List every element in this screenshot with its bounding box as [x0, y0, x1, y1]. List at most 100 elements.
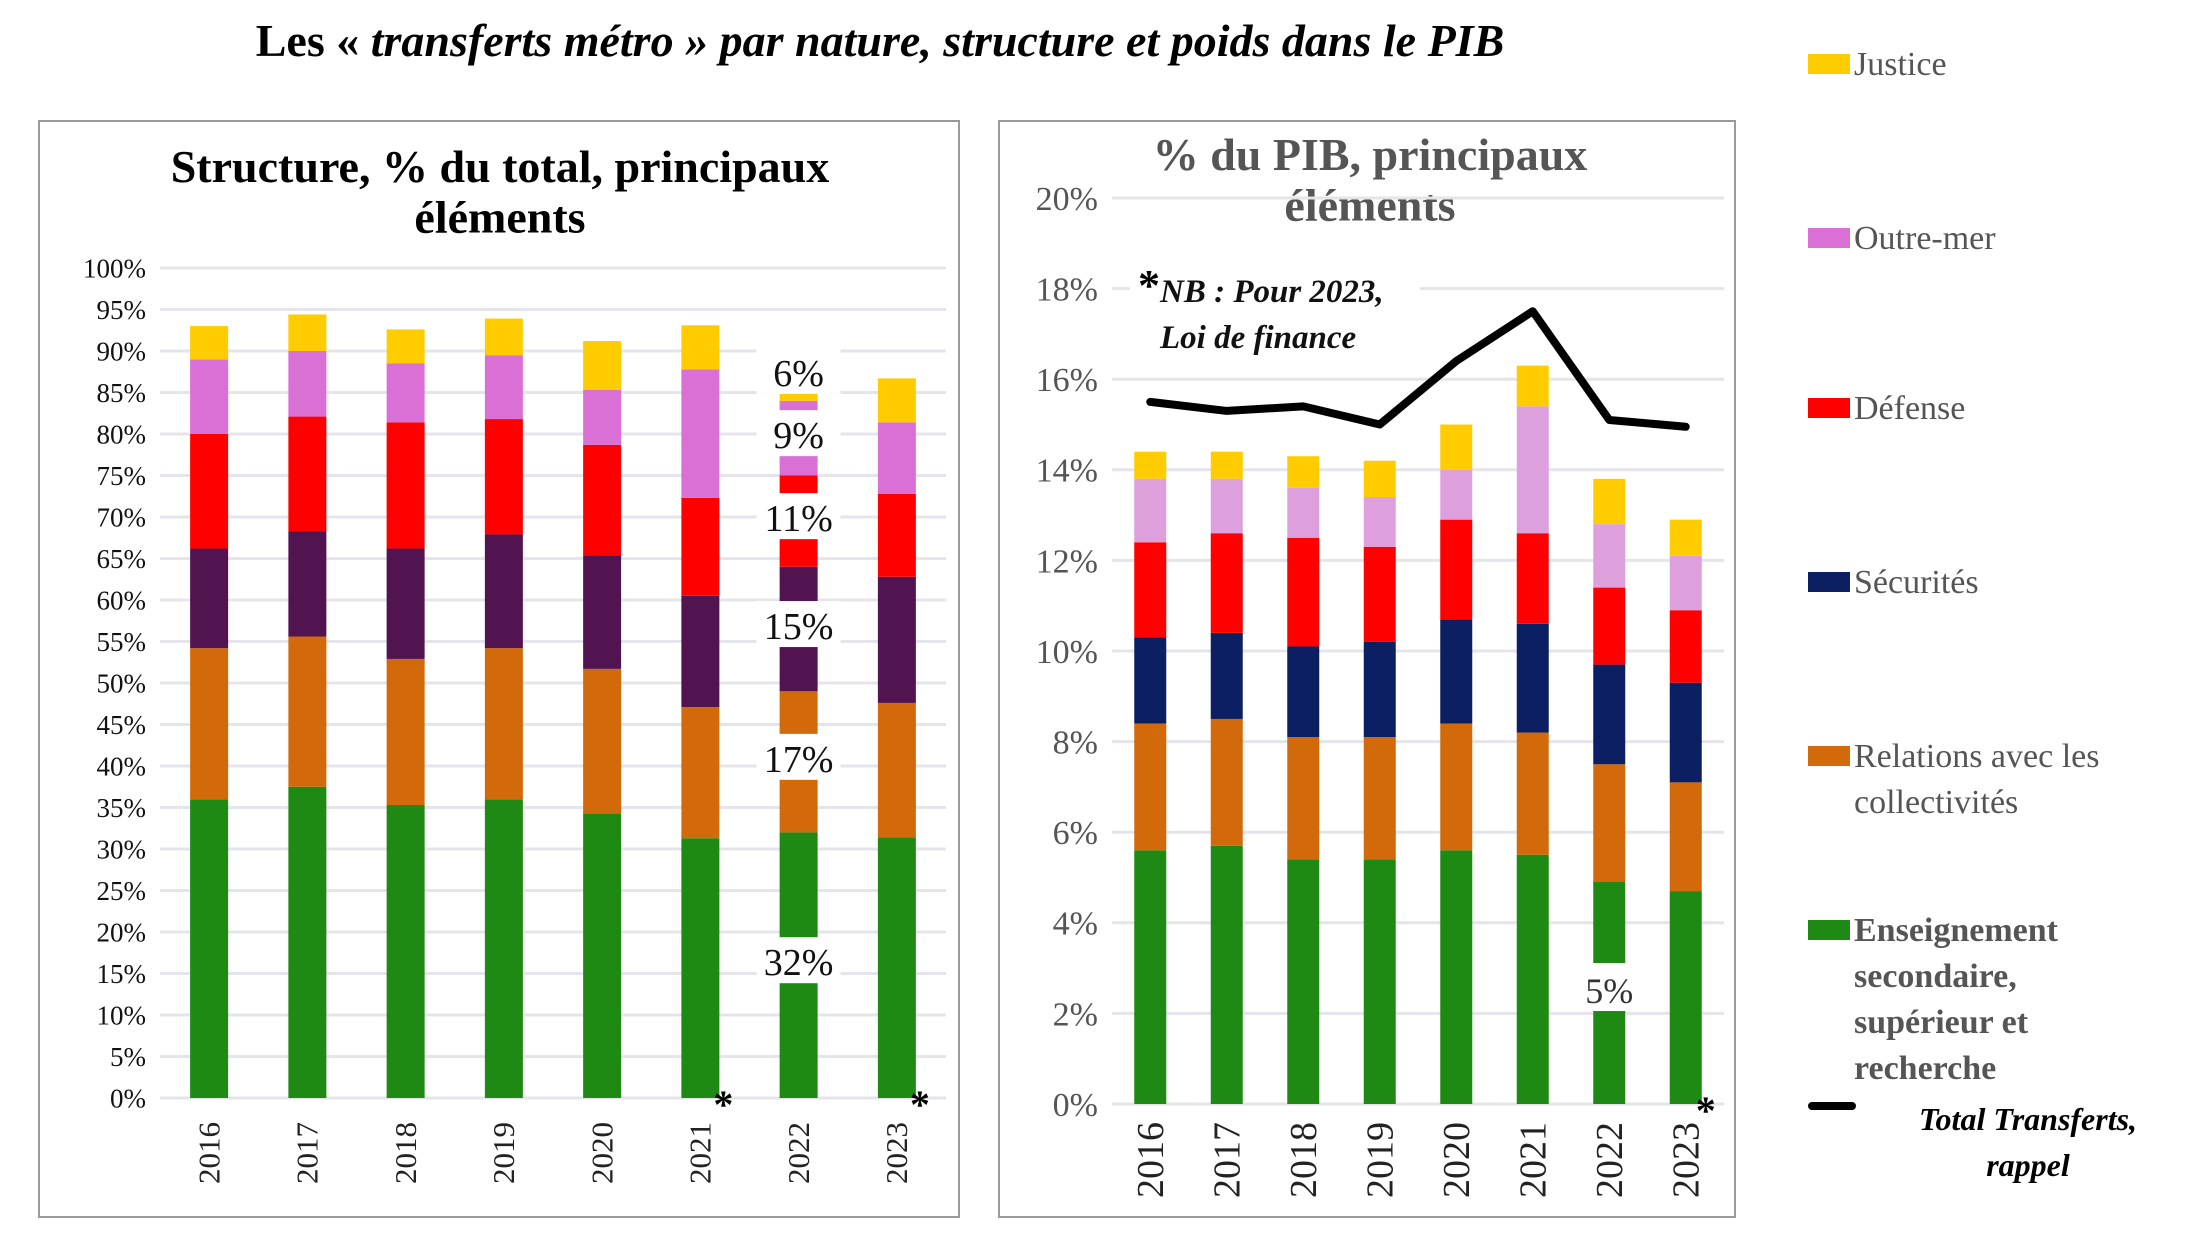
y-tick-label: 60%	[97, 585, 147, 615]
y-tick-label: 15%	[97, 959, 147, 989]
bar-segment	[1134, 850, 1167, 1104]
chart-title-line2: éléments	[414, 192, 585, 243]
y-tick-label: 2%	[1053, 996, 1098, 1033]
legend-swatch-relations	[1808, 746, 1850, 766]
legend-item-defense: Défense	[1808, 386, 1965, 432]
title-suffix: » par nature, structure et poids dans le…	[685, 15, 1505, 66]
bar-segment	[1287, 859, 1320, 1104]
legend-label-justice: Justice	[1854, 46, 1947, 83]
bar-segment	[386, 548, 425, 659]
bar-segment	[190, 359, 229, 434]
bar-segment	[1287, 537, 1320, 647]
bar-segment	[1593, 587, 1626, 665]
y-tick-label: 18%	[1036, 272, 1098, 309]
y-tick-label: 6%	[1053, 815, 1098, 852]
bar-segment	[190, 648, 229, 800]
y-tick-label: 95%	[97, 295, 147, 325]
y-tick-label: 50%	[97, 668, 147, 698]
bar-segment	[1516, 732, 1549, 855]
y-tick-label: 10%	[97, 1000, 147, 1030]
x-tick-label: 2017	[290, 1122, 325, 1184]
legend-label-defense: Défense	[1854, 390, 1966, 427]
legend-label-relations: Relations avec les collectivités	[1854, 738, 2100, 821]
legend-swatch-enseignement	[1808, 920, 1850, 940]
bar-segment	[288, 351, 327, 417]
bar-segment	[1287, 456, 1320, 488]
x-tick-label: 2018	[388, 1122, 423, 1184]
y-tick-label: 85%	[97, 378, 147, 408]
bar-segment	[1287, 487, 1320, 538]
bar-segment	[288, 786, 327, 1098]
y-tick-label: 5%	[110, 1042, 146, 1072]
bar-segment	[1363, 737, 1396, 860]
bar-segment	[1210, 632, 1243, 719]
bar-segment	[288, 531, 327, 637]
bar-segment	[386, 363, 425, 423]
bar-segment	[1210, 845, 1243, 1104]
bar-segment	[484, 355, 523, 420]
y-tick-label: 8%	[1053, 725, 1098, 762]
legend-label-total: Total Transferts, rappel	[1918, 1101, 2138, 1183]
y-tick-label: 70%	[97, 502, 147, 532]
bar-segment	[1287, 646, 1320, 738]
data-label-bg	[756, 493, 841, 540]
bar-segment	[877, 576, 916, 703]
legend-swatch-total-line	[1808, 1102, 1856, 1110]
legend-item-securites: Sécurités	[1808, 560, 1979, 606]
legend-swatch-securites	[1808, 572, 1850, 592]
legend: Justice Outre-mer Défense Sécurités Rela…	[1808, 0, 2200, 1236]
y-tick-label: 80%	[97, 419, 147, 449]
y-tick-label: 25%	[97, 876, 147, 906]
data-label: 15%	[764, 606, 834, 648]
bar-segment	[386, 329, 425, 364]
bar-segment	[288, 314, 327, 351]
main-title: Les « transferts métro » par nature, str…	[0, 14, 1760, 67]
legend-swatch-outremer	[1808, 228, 1850, 248]
bar-segment	[583, 668, 622, 814]
bar-segment	[1134, 637, 1167, 724]
annotation-text-line2: Loi de finance	[1159, 320, 1356, 356]
bar-segment	[1134, 478, 1167, 543]
x-tick-label: 2016	[191, 1122, 226, 1184]
bar-segment	[1516, 623, 1549, 733]
bar-segment	[1593, 664, 1626, 765]
structure-chart: Structure, % du total, principauxélément…	[83, 141, 946, 1184]
bar-segment	[1210, 718, 1243, 846]
bar-segment	[386, 658, 425, 806]
x-tick-label: 2020	[584, 1122, 619, 1184]
bar-segment	[190, 326, 229, 360]
chart-title-line2: éléments	[1284, 180, 1455, 231]
bar-segment	[1440, 424, 1473, 470]
legend-item-enseignement: Enseignement secondaire, supérieur et re…	[1808, 908, 2118, 1092]
bar-segment	[1210, 451, 1243, 479]
bar-segment	[1440, 723, 1473, 851]
footnote-marker: *	[910, 1082, 930, 1127]
bar-segment	[681, 369, 720, 498]
bar-segment	[1669, 682, 1702, 783]
legend-swatch-defense	[1808, 398, 1850, 418]
legend-item-justice: Justice	[1808, 42, 1947, 88]
footnote-marker: *	[1696, 1088, 1716, 1133]
total-line	[1146, 307, 1690, 431]
y-tick-label: 4%	[1053, 906, 1098, 943]
legend-item-outremer: Outre-mer	[1808, 216, 1996, 262]
x-tick-label: 2023	[1666, 1122, 1708, 1198]
bar-segment	[1593, 764, 1626, 883]
y-tick-label: 45%	[97, 710, 147, 740]
annotation-bg	[1130, 262, 1420, 372]
data-label-bg	[1569, 963, 1650, 1012]
data-label-bg	[756, 347, 841, 394]
x-tick-label: 2021	[683, 1122, 718, 1184]
bar-segment	[1593, 524, 1626, 588]
bar-segment	[484, 534, 523, 649]
bar-segment	[681, 325, 720, 370]
bar-segment	[1363, 641, 1396, 738]
bar-segment	[1669, 610, 1702, 683]
legend-swatch-justice	[1808, 54, 1850, 74]
bar-segment	[1516, 533, 1549, 624]
bar-segment	[288, 636, 327, 787]
bar-segment	[1134, 451, 1167, 479]
bar-segment	[1516, 406, 1549, 534]
chart-title-line1: % du PIB, principaux	[1153, 129, 1588, 180]
